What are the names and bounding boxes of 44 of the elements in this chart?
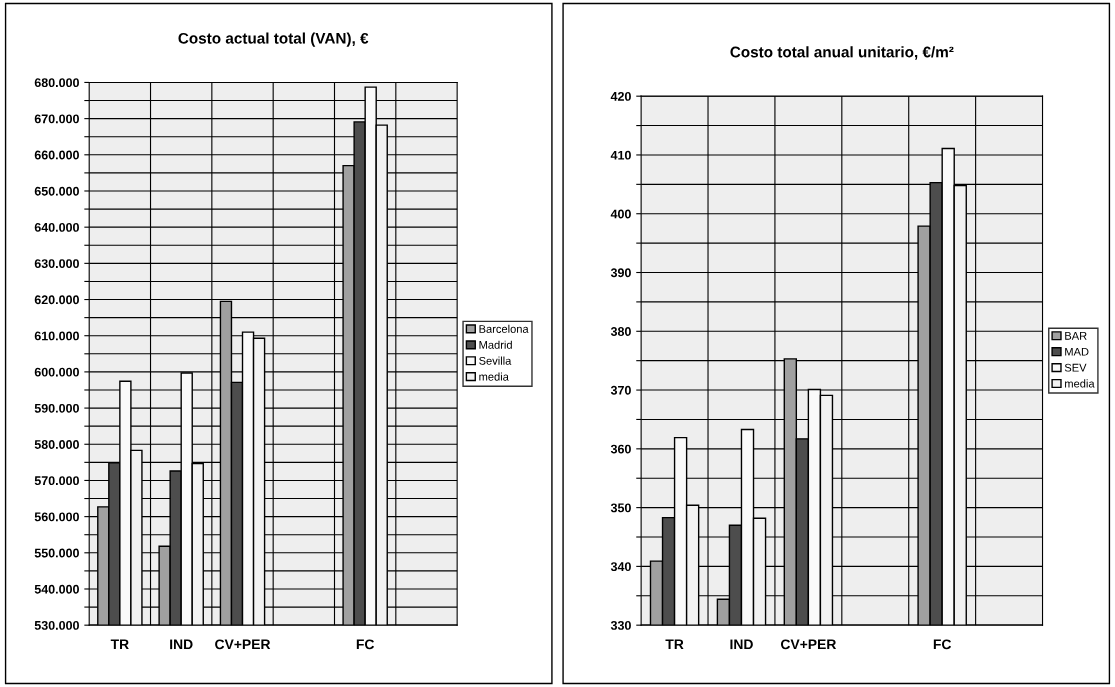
legend-label: Sevilla	[479, 356, 512, 365]
y-tick-label: 620.000	[34, 295, 79, 305]
x-tick-label: FC	[933, 639, 952, 650]
y-tick-label: 370	[610, 385, 631, 395]
x-tick-label: IND	[170, 639, 193, 650]
y-tick-label: 390	[610, 268, 631, 278]
y-tick-label: 550.000	[34, 548, 79, 558]
x-tick-label: CV+PER	[215, 639, 271, 650]
legend-label: media	[479, 372, 509, 381]
y-tick-label: 360	[610, 444, 631, 454]
x-tick-label: IND	[730, 639, 753, 650]
x-tick-label: CV+PER	[780, 639, 837, 650]
y-tick-label: 660.000	[34, 150, 79, 160]
chart-title: Costo actual total (VAN), €	[178, 32, 369, 47]
legend-label: Barcelona	[479, 324, 529, 333]
x-tick-label: TR	[110, 639, 129, 650]
chart-title: Costo total anual unitario, €/m²	[730, 46, 954, 60]
legend-label: BAR	[1065, 332, 1087, 340]
y-tick-label: 600.000	[34, 367, 79, 377]
y-tick-label: 420	[610, 91, 631, 101]
y-tick-label: 580.000	[34, 440, 79, 449]
y-tick-label: 330	[610, 620, 631, 630]
y-tick-label: 610.000	[34, 331, 79, 341]
y-tick-label: 630.000	[34, 259, 79, 269]
y-tick-label: 670.000	[34, 114, 79, 124]
y-tick-label: 530.000	[34, 620, 79, 630]
y-tick-label: 640.000	[34, 222, 79, 232]
legend-label: Madrid	[479, 340, 512, 349]
y-tick-label: 340	[610, 562, 631, 572]
y-tick-label: 350	[610, 503, 631, 513]
y-tick-label: 590.000	[34, 403, 79, 413]
y-tick-label: 570.000	[34, 476, 79, 486]
y-tick-label: 400	[610, 209, 631, 219]
x-tick-label: TR	[665, 639, 684, 650]
y-tick-label: 410	[610, 150, 631, 160]
y-tick-label: 680.000	[34, 78, 79, 88]
legend-label: SEV	[1064, 363, 1087, 372]
x-tick-label: FC	[356, 639, 375, 650]
y-tick-label: 380	[610, 327, 631, 336]
y-tick-label: 650.000	[34, 186, 79, 196]
y-tick-label: 540.000	[34, 584, 79, 594]
y-tick-label: 560.000	[34, 512, 79, 522]
legend-label: MAD	[1065, 347, 1089, 356]
legend-label: media	[1065, 379, 1095, 388]
